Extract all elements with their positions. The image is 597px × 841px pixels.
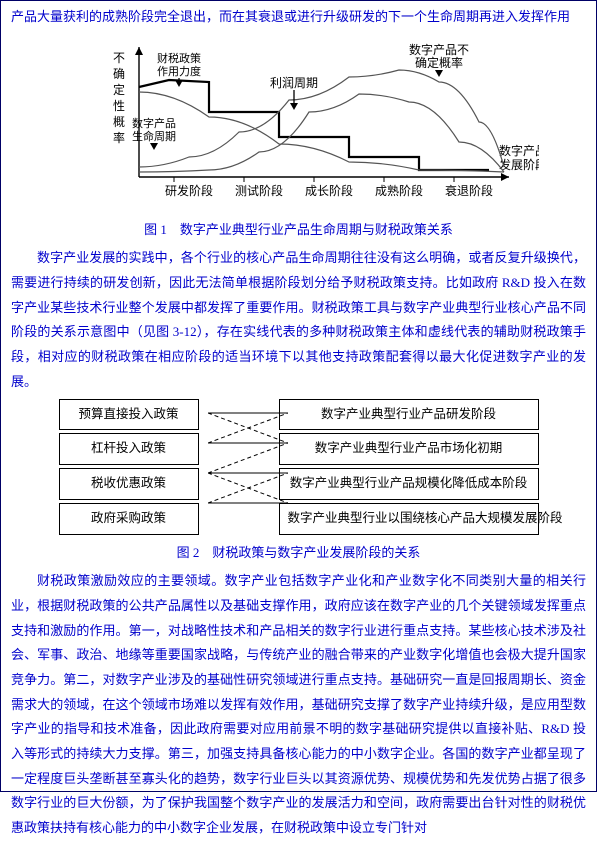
svg-text:成熟阶段: 成熟阶段 <box>374 183 422 198</box>
svg-text:发展阶段: 发展阶段 <box>499 157 539 172</box>
svg-text:性: 性 <box>112 99 124 113</box>
intro-line: 产品大量获利的成熟阶段完全退出，而在其衰退或进行升级研发的下一个生命周期再进入发… <box>11 5 586 30</box>
svg-text:成长阶段: 成长阶段 <box>304 183 352 198</box>
svg-text:率: 率 <box>112 130 124 145</box>
flow-left-box: 税收优惠政策 <box>59 468 199 500</box>
svg-text:生命周期: 生命周期 <box>132 129 176 143</box>
policy-flowchart: 预算直接投入政策 数字产业典型行业产品研发阶段杠杆投入政策 数字产业典型行业产品市场… <box>49 399 549 535</box>
svg-text:数字产品: 数字产品 <box>499 143 539 158</box>
svg-text:不: 不 <box>112 51 124 65</box>
flow-right-box: 数字产业典型行业以围绕核心产品大规模发展阶段 <box>279 503 539 535</box>
flow-left-box: 政府采购政策 <box>59 503 199 535</box>
svg-text:数字产品: 数字产品 <box>132 116 176 130</box>
svg-text:数字产品不: 数字产品不 <box>408 42 468 57</box>
svg-text:利润周期: 利润周期 <box>269 76 317 90</box>
svg-text:研发阶段: 研发阶段 <box>164 183 212 198</box>
flow-right-box: 数字产业典型行业产品研发阶段 <box>279 399 539 431</box>
paragraph-1: 数字产业发展的实践中，各个行业的核心产品生命周期往往没有这么明确，或者反复升级换… <box>11 246 586 394</box>
svg-text:确定概率: 确定概率 <box>414 55 462 70</box>
flow-right-box: 数字产业典型行业产品规模化降低成本阶段 <box>279 468 539 500</box>
flow-right-box: 数字产业典型行业产品市场化初期 <box>279 433 539 465</box>
lifecycle-chart: 不确定性概率数字产品发展阶段研发阶段测试阶段成长阶段成熟阶段衰退阶段财税政策作用… <box>59 32 539 212</box>
svg-text:确: 确 <box>112 67 124 81</box>
paragraph-2: 财税政策激励效应的主要领域。数字产业包括数字产业化和产业数字化不同类别大量的相关… <box>11 569 586 841</box>
fig2-caption: 图 2 财税政策与数字产业发展阶段的关系 <box>11 541 586 566</box>
svg-text:测试阶段: 测试阶段 <box>234 183 282 198</box>
svg-text:概: 概 <box>112 115 124 129</box>
fig1-caption: 图 1 数字产业典型行业产品生命周期与财税政策关系 <box>11 218 586 243</box>
flow-left-box: 杠杆投入政策 <box>59 433 199 465</box>
svg-text:作用力度: 作用力度 <box>157 64 201 78</box>
svg-text:财税政策: 财税政策 <box>157 51 201 65</box>
svg-text:定: 定 <box>112 82 124 97</box>
svg-text:衰退阶段: 衰退阶段 <box>444 183 492 198</box>
flow-left-box: 预算直接投入政策 <box>59 399 199 431</box>
